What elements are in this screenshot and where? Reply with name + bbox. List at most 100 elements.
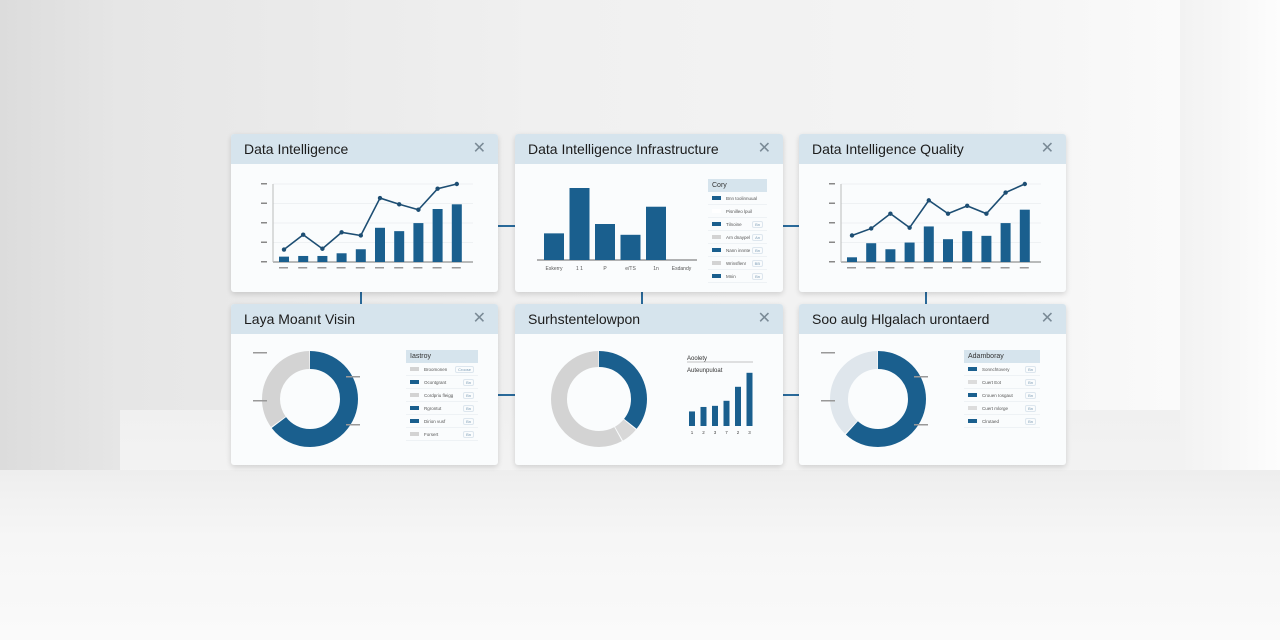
slice-label — [253, 352, 267, 354]
x-tick-label: 7 — [725, 430, 728, 435]
bar — [723, 400, 730, 426]
donut-slice — [830, 351, 926, 447]
legend-swatch — [712, 196, 721, 200]
connector-line — [925, 292, 927, 304]
x-tick-label: Eskerry — [546, 266, 563, 272]
legend-swatch — [968, 393, 977, 397]
chart — [253, 351, 360, 447]
close-icon[interactable]: ✕ — [472, 140, 486, 157]
connector-line — [360, 292, 362, 304]
legend-item[interactable]: Broomonen Croose — [406, 363, 478, 376]
mini-chart-subtitle: Auteunpuloat — [687, 368, 723, 374]
legend-item[interactable]: Arn dnaypel An — [708, 231, 767, 244]
x-tick-label — [981, 267, 991, 269]
close-icon[interactable]: ✕ — [1040, 140, 1054, 157]
card-title: Data Intelligence — [244, 141, 349, 157]
bar — [646, 206, 666, 260]
y-tick-label — [829, 241, 835, 243]
legend-item[interactable]: Bnn toolinnuual — [708, 192, 767, 205]
card-header: Data Intelligence Quality ✕ — [799, 134, 1066, 164]
legend-item[interactable]: Nann innnte Bn — [708, 244, 767, 257]
bar — [746, 372, 753, 426]
chart — [829, 181, 1041, 269]
bar — [866, 243, 877, 262]
line-point — [984, 211, 989, 216]
legend-item[interactable]: Mnin Bn — [708, 270, 767, 283]
x-tick-label — [923, 267, 933, 269]
legend-item[interactable]: Ocontgrant Bn — [406, 376, 478, 389]
chart — [261, 181, 473, 269]
legend-swatch — [410, 432, 419, 436]
close-icon[interactable]: ✕ — [472, 310, 486, 327]
line-point — [281, 247, 287, 252]
legend-item[interactable]: Dirion vusf Bn — [406, 415, 478, 428]
x-tick-label: 1n — [653, 266, 659, 272]
bar — [544, 233, 564, 260]
donut-slice — [551, 351, 647, 447]
bar — [451, 204, 462, 262]
x-tick-label — [1019, 267, 1029, 269]
bar — [885, 249, 896, 262]
x-tick-label — [279, 267, 288, 269]
legend-item[interactable]: Clrutaed Bn — [964, 415, 1040, 428]
donut-slice — [262, 351, 358, 447]
close-icon[interactable]: ✕ — [1040, 310, 1054, 327]
y-tick-label — [261, 202, 267, 204]
dashboard-card: Data Intelligence ✕ — [231, 134, 498, 292]
close-icon[interactable]: ✕ — [757, 310, 771, 327]
x-tick-label: 3 — [714, 430, 717, 435]
legend-label: Bnn toolinnuual — [726, 195, 758, 201]
legend-value: Bn — [463, 378, 474, 386]
legend-value: Bn — [463, 404, 474, 412]
x-tick-label — [432, 267, 442, 269]
card-title: Soo aulg Hlgalach urontaerd — [812, 311, 990, 327]
x-tick-label — [413, 267, 423, 269]
line-point — [416, 207, 421, 212]
bar — [962, 231, 973, 262]
card-header: Data Intelligence Infrastructure ✕ — [515, 134, 783, 164]
x-tick-label — [355, 267, 365, 269]
bar — [298, 255, 309, 262]
legend-item[interactable]: Cordpriu fleigg Bn — [406, 389, 478, 402]
legend-value: Bn — [752, 272, 763, 280]
legend-swatch — [968, 380, 977, 384]
card-title: Laya Moanıt Visin — [244, 311, 356, 327]
legend-item[interactable]: Rgrontut Bn — [406, 402, 478, 415]
y-tick-label — [261, 222, 267, 224]
legend-label: Arn dnaypel — [726, 234, 751, 240]
legend-item[interactable]: Pisnilleo lpuil — [708, 205, 767, 218]
legend-swatch — [968, 406, 977, 410]
line-point — [869, 226, 874, 231]
connector-line — [498, 394, 515, 396]
legend-item[interactable]: Cuert Eot Bn — [964, 376, 1040, 389]
y-tick-label — [261, 261, 267, 263]
y-tick-label — [261, 241, 267, 243]
dashboard-card: Laya Moanıt Visin ✕ Iastroy Broomonen Croose… — [231, 304, 498, 465]
x-tick-label: Esdandy — [672, 266, 692, 272]
x-tick-label: 1 1 — [576, 266, 583, 272]
legend-title: Iastroy — [406, 350, 478, 363]
bar — [981, 235, 992, 262]
x-tick-label — [336, 267, 346, 269]
legend-item[interactable]: Tilnoine Bn — [708, 218, 767, 231]
chart: Aoolety Auteunpuloat 1 2 3 7 2 3 — [551, 351, 753, 447]
legend-item[interactable]: Sonnchtovery Bn — [964, 363, 1040, 376]
x-tick-label — [943, 267, 952, 269]
legend-item[interactable]: Crouen Iosgaut Bn — [964, 389, 1040, 402]
bar — [595, 224, 615, 260]
bar — [700, 406, 707, 426]
close-icon[interactable]: ✕ — [757, 140, 771, 157]
legend-item[interactable]: Cuert mlorge Bn — [964, 402, 1040, 415]
slice-label — [821, 400, 835, 402]
legend-item[interactable]: Wrinsflenr BB — [708, 257, 767, 270]
x-tick-label — [451, 267, 461, 269]
line-point — [1003, 190, 1008, 195]
legend-value: Bn — [1025, 417, 1036, 425]
legend-value: An — [752, 233, 763, 241]
line-series — [851, 183, 1026, 237]
y-tick-label — [829, 222, 835, 224]
legend-item[interactable]: Forsert Bn — [406, 428, 478, 441]
line-point — [1022, 181, 1027, 187]
slice-label — [914, 424, 928, 426]
legend-swatch — [410, 367, 419, 371]
